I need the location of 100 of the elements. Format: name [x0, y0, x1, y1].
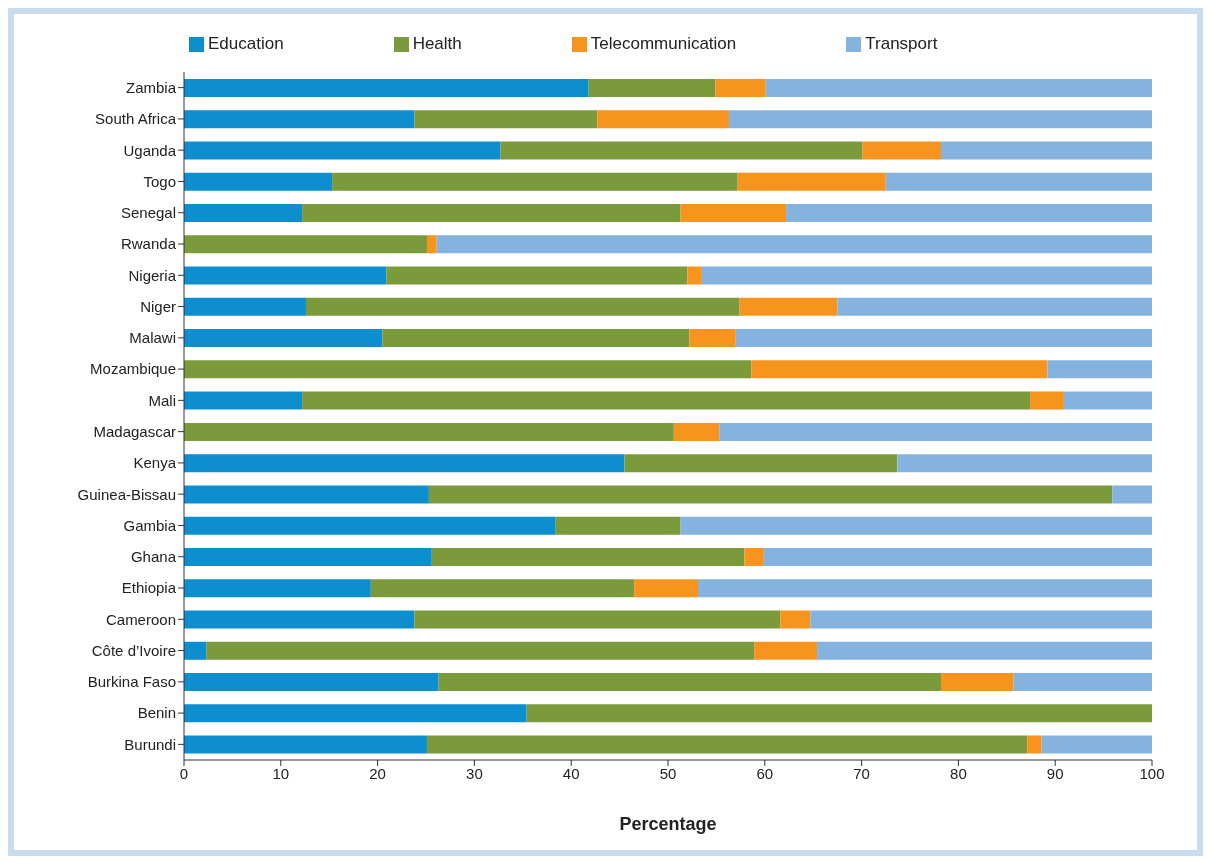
legend-label: Education	[208, 34, 284, 53]
bar	[414, 110, 598, 129]
bar	[1030, 391, 1064, 410]
bar	[426, 235, 437, 254]
bar	[744, 547, 764, 566]
bar	[382, 329, 690, 348]
bar	[184, 266, 387, 285]
x-tick-label: 90	[1046, 764, 1064, 782]
y-tick-label: Niger	[140, 297, 176, 315]
bar	[184, 579, 371, 598]
legend-label: Telecommunication	[590, 34, 737, 53]
y-tick-label: Guinea-Bissau	[77, 485, 176, 503]
bar	[206, 641, 755, 660]
bar	[673, 422, 720, 441]
bar	[701, 266, 1152, 285]
y-tick-label: Ethiopia	[121, 579, 177, 597]
bar	[780, 610, 811, 629]
bar	[184, 422, 674, 441]
bar	[184, 391, 303, 410]
bar	[184, 329, 383, 348]
bar	[689, 329, 736, 348]
y-tick-label: Togo	[143, 172, 176, 190]
bar	[687, 266, 702, 285]
y-tick-label: Nigeria	[128, 266, 177, 284]
bar	[739, 297, 838, 316]
y-tick-label: South Africa	[95, 110, 177, 128]
y-tick-label: Ghana	[130, 548, 177, 566]
x-axis-title: Percentage	[619, 814, 717, 834]
y-tick-label: Benin	[137, 704, 176, 722]
bar	[1027, 735, 1042, 754]
bar	[184, 297, 306, 316]
bar	[680, 516, 1152, 535]
x-tick-label: 70	[853, 764, 870, 782]
bar	[184, 641, 207, 660]
bar	[1047, 360, 1152, 379]
x-tick-label: 60	[756, 764, 774, 782]
bar	[332, 172, 738, 191]
x-tick-label: 10	[272, 764, 290, 782]
y-tick-label: Burkina Faso	[87, 673, 176, 691]
bar	[754, 641, 818, 660]
y-tick-label: Mozambique	[90, 360, 176, 378]
x-tick-label: 20	[369, 764, 386, 782]
y-tick-label: Mali	[148, 391, 176, 409]
x-tick-label: 30	[466, 764, 483, 782]
bar	[184, 673, 439, 692]
bar	[763, 547, 1152, 566]
bar	[184, 547, 432, 566]
y-tick-label: Malawi	[129, 329, 176, 347]
bar	[305, 297, 740, 316]
bar	[837, 297, 1152, 316]
bar	[715, 78, 766, 97]
bar	[414, 610, 781, 629]
y-tick-label: Senegal	[120, 204, 176, 222]
bar	[184, 235, 427, 254]
bar	[1041, 735, 1152, 754]
bar	[500, 141, 863, 160]
y-tick-label: Kenya	[133, 454, 177, 472]
bar	[436, 235, 1152, 254]
bar	[438, 673, 941, 692]
bar	[184, 360, 752, 379]
bar	[526, 704, 1152, 723]
bar	[184, 172, 333, 191]
bar	[597, 110, 729, 129]
bar	[940, 141, 1152, 160]
bar	[184, 516, 556, 535]
x-tick-label: 100	[1139, 764, 1165, 782]
bar	[765, 78, 1152, 97]
bar	[698, 579, 1152, 598]
bar	[940, 673, 1014, 692]
bar	[810, 610, 1152, 629]
bar	[728, 110, 1152, 129]
bar	[885, 172, 1152, 191]
bar	[184, 704, 527, 723]
bar	[184, 110, 415, 129]
bar	[431, 547, 745, 566]
bar	[737, 172, 886, 191]
bar	[184, 485, 429, 504]
bar	[426, 735, 1028, 754]
bar	[184, 78, 589, 97]
y-tick-label: Madagascar	[93, 422, 176, 440]
x-tick-label: 80	[950, 764, 967, 782]
bar	[184, 610, 415, 629]
bar	[1063, 391, 1152, 410]
y-tick-label: Cameroon	[105, 610, 176, 628]
bar	[897, 454, 1152, 473]
bar	[184, 141, 501, 160]
bar	[735, 329, 1152, 348]
x-tick-label: 0	[179, 764, 189, 782]
bar	[817, 641, 1152, 660]
legend-label: Transport	[865, 34, 938, 53]
bar	[184, 454, 625, 473]
bar	[786, 203, 1152, 222]
bar	[719, 422, 1152, 441]
y-tick-label: Burundi	[124, 735, 176, 753]
bar	[680, 203, 787, 222]
bar	[386, 266, 688, 285]
y-tick-label: Zambia	[125, 78, 177, 96]
bar	[184, 203, 303, 222]
x-tick-label: 50	[659, 764, 677, 782]
bar	[302, 203, 681, 222]
